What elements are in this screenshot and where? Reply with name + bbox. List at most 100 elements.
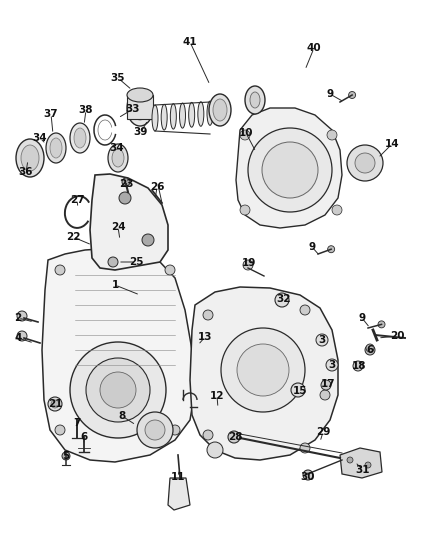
Text: 33: 33 — [126, 104, 140, 114]
Polygon shape — [236, 108, 342, 228]
Circle shape — [327, 130, 337, 140]
Text: 5: 5 — [62, 451, 70, 461]
Text: 11: 11 — [171, 472, 185, 482]
Polygon shape — [90, 174, 168, 270]
Circle shape — [203, 430, 213, 440]
Text: 39: 39 — [134, 127, 148, 137]
Circle shape — [321, 380, 331, 390]
Circle shape — [100, 372, 136, 408]
Ellipse shape — [213, 99, 227, 121]
Text: 9: 9 — [326, 89, 334, 99]
Text: 30: 30 — [301, 472, 315, 482]
Circle shape — [275, 293, 289, 307]
Text: 3: 3 — [318, 335, 325, 345]
Circle shape — [119, 192, 131, 204]
Ellipse shape — [127, 88, 153, 102]
Ellipse shape — [16, 139, 44, 177]
Ellipse shape — [74, 128, 86, 148]
Text: 34: 34 — [110, 143, 124, 153]
Ellipse shape — [207, 101, 213, 125]
Text: 1: 1 — [111, 280, 119, 290]
Circle shape — [145, 420, 165, 440]
Text: 18: 18 — [352, 361, 366, 371]
Circle shape — [51, 400, 59, 408]
Text: 35: 35 — [111, 73, 125, 83]
Ellipse shape — [250, 92, 260, 108]
Circle shape — [55, 265, 65, 275]
Circle shape — [122, 178, 130, 186]
Circle shape — [165, 265, 175, 275]
Text: 19: 19 — [242, 258, 256, 268]
Text: 4: 4 — [14, 333, 22, 343]
Circle shape — [221, 328, 305, 412]
Text: 25: 25 — [129, 257, 143, 267]
Text: 40: 40 — [307, 43, 321, 53]
Circle shape — [347, 457, 353, 463]
Text: 10: 10 — [239, 128, 253, 138]
Ellipse shape — [161, 104, 167, 130]
Circle shape — [240, 205, 250, 215]
Ellipse shape — [198, 102, 204, 126]
Text: 2: 2 — [14, 313, 21, 323]
Ellipse shape — [46, 133, 66, 163]
Polygon shape — [168, 478, 190, 510]
Circle shape — [262, 142, 318, 198]
Ellipse shape — [152, 105, 158, 131]
Circle shape — [316, 334, 328, 346]
Circle shape — [240, 130, 250, 140]
Ellipse shape — [132, 96, 148, 120]
Text: 15: 15 — [293, 386, 307, 396]
Circle shape — [365, 462, 371, 468]
Text: 38: 38 — [79, 105, 93, 115]
Text: 26: 26 — [150, 182, 164, 192]
Ellipse shape — [189, 102, 194, 127]
Text: 3: 3 — [328, 360, 336, 370]
Circle shape — [303, 470, 313, 480]
Text: 6: 6 — [366, 345, 374, 355]
Text: 13: 13 — [198, 332, 212, 342]
Circle shape — [365, 345, 375, 355]
Text: 14: 14 — [385, 139, 399, 149]
Circle shape — [137, 412, 173, 448]
Circle shape — [300, 443, 310, 453]
Text: 41: 41 — [183, 37, 197, 47]
Circle shape — [70, 342, 166, 438]
Circle shape — [320, 390, 330, 400]
Circle shape — [248, 128, 332, 212]
Circle shape — [349, 92, 356, 99]
Bar — [127, 95, 153, 119]
Ellipse shape — [50, 138, 62, 158]
Text: 37: 37 — [44, 109, 58, 119]
Circle shape — [366, 344, 374, 352]
Ellipse shape — [170, 104, 177, 129]
Circle shape — [17, 331, 27, 341]
Circle shape — [108, 257, 118, 267]
Circle shape — [203, 310, 213, 320]
Circle shape — [300, 305, 310, 315]
Text: 6: 6 — [81, 432, 88, 442]
Text: 7: 7 — [73, 418, 81, 428]
Circle shape — [62, 452, 70, 460]
Ellipse shape — [112, 149, 124, 167]
Circle shape — [353, 361, 363, 371]
Text: 24: 24 — [111, 222, 125, 232]
Ellipse shape — [180, 103, 186, 128]
Circle shape — [243, 260, 253, 270]
Circle shape — [17, 311, 27, 321]
Circle shape — [228, 431, 240, 443]
Circle shape — [291, 383, 305, 397]
Ellipse shape — [127, 90, 153, 126]
Text: 29: 29 — [316, 427, 330, 437]
Text: 23: 23 — [119, 179, 133, 189]
Circle shape — [328, 246, 335, 253]
Circle shape — [142, 234, 154, 246]
Circle shape — [237, 344, 289, 396]
Text: 32: 32 — [277, 294, 291, 304]
Text: 17: 17 — [321, 379, 336, 389]
Text: 9: 9 — [358, 313, 366, 323]
Text: 28: 28 — [228, 432, 242, 442]
Text: 31: 31 — [356, 465, 370, 475]
Text: 12: 12 — [210, 391, 224, 401]
Text: 8: 8 — [118, 411, 126, 421]
Circle shape — [347, 145, 383, 181]
